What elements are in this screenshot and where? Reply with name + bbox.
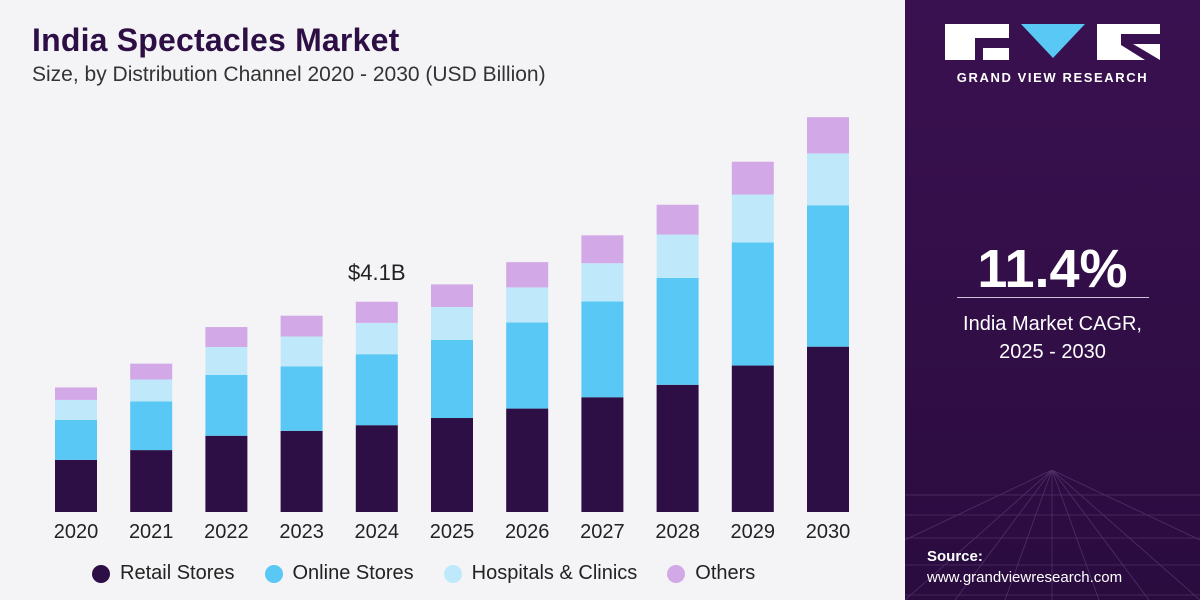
legend-item-online: Online Stores [264,562,414,585]
bar-segment-online-2030 [807,205,849,347]
bar-segment-hospitals-2023 [280,336,323,367]
cagr-label: India Market CAGR, 2025 - 2030 [905,310,1200,366]
x-tick-label-2022: 2022 [204,521,249,543]
bar-segment-retail-2028 [656,384,699,512]
bar-segment-retail-2026 [506,408,549,512]
bar-segment-others-2028 [656,204,699,235]
bar-segment-hospitals-2027 [581,263,624,302]
legend-item-others: Others [667,562,755,585]
legend-swatch-online [264,564,283,583]
legend-label-online: Online Stores [292,562,414,584]
cagr-value: 11.4% [977,239,1128,299]
chart-panel: India Spectacles Market Size, by Distrib… [0,0,905,600]
x-tick-label-2030: 2030 [806,521,851,543]
legend-swatch-retail [92,564,110,583]
cagr-divider [957,297,1149,298]
x-tick-label-2020: 2020 [54,521,99,543]
bar-segment-retail-2023 [280,430,323,512]
x-tick-label-2026: 2026 [505,521,550,543]
bar-segment-online-2026 [506,322,549,409]
bar-segment-online-2020 [55,419,97,460]
logo-text: GRAND VIEW RESEARCH [956,70,1149,85]
bar-segment-others-2020 [55,387,97,400]
x-tick-label-2023: 2023 [279,521,324,543]
source-note: Source: www.grandviewresearch.com [927,546,1122,588]
bar-segment-hospitals-2028 [656,234,699,278]
value-annotation-2024: $4.1B [348,260,406,285]
chart-subtitle: Size, by Distribution Channel 2020 - 203… [32,63,546,86]
bar-segment-hospitals-2022 [205,347,248,375]
bar-segment-retail-2021 [130,450,173,512]
bar-segment-retail-2025 [431,418,473,512]
info-sidebar: GRAND VIEW RESEARCH 11.4% India Market C… [905,0,1200,600]
bar-segment-retail-2020 [55,459,97,512]
bar-segment-others-2026 [506,262,549,288]
bar-segment-hospitals-2024 [355,322,398,355]
x-tick-label-2027: 2027 [580,521,625,543]
bar-segment-online-2023 [280,366,323,431]
bar-segment-hospitals-2029 [731,194,774,243]
bar-segment-online-2028 [656,277,699,385]
bar-segment-others-2024 [355,301,398,323]
bar-segment-online-2022 [205,374,248,436]
bar-segment-hospitals-2021 [130,379,173,402]
bar-segment-retail-2030 [807,346,849,512]
bar-segment-others-2022 [205,327,248,348]
legend-item-retail: Retail Stores [92,562,235,585]
cagr-label-line-2: 2025 - 2030 [999,341,1106,363]
bar-segment-others-2027 [581,235,624,264]
legend-item-hospitals: Hospitals & Clinics [443,562,638,585]
legend-label-retail: Retail Stores [120,562,235,584]
x-tick-label-2025: 2025 [430,521,475,543]
legend-label-others: Others [695,562,756,584]
chart-title: India Spectacles Market [32,22,400,58]
bar-segment-hospitals-2030 [807,153,849,206]
bar-segment-online-2027 [581,301,624,398]
x-tick-label-2029: 2029 [731,521,776,543]
bar-segment-others-2021 [130,363,173,380]
source-url[interactable]: www.grandviewresearch.com [927,569,1123,586]
bar-segment-online-2025 [431,339,473,419]
bar-segment-hospitals-2020 [55,399,97,420]
x-tick-label-2021: 2021 [129,521,174,543]
bar-segment-online-2029 [731,242,774,366]
bar-segment-retail-2029 [731,365,774,512]
bar-segment-online-2021 [130,401,173,451]
grid-floor-decoration [905,470,1200,600]
bar-segment-hospitals-2025 [431,307,473,340]
bar-segment-hospitals-2026 [506,287,549,323]
gvr-logo [945,24,1160,60]
stacked-bar-chart: 2020 2021 2022 2023 2024 $4.1B 2025 2026 2027 202… [54,117,851,543]
bar-segment-others-2023 [280,315,323,337]
bar-segment-retail-2027 [581,397,624,512]
bar-segment-retail-2022 [205,435,248,512]
x-tick-label-2024: 2024 [355,521,400,543]
bar-segment-others-2029 [731,161,774,195]
legend-swatch-others [667,564,686,583]
source-title: Source: [927,548,983,565]
bar-segment-others-2025 [431,284,473,308]
x-tick-label-2028: 2028 [655,521,700,543]
bar-segment-online-2024 [355,354,398,426]
legend-swatch-hospitals [443,564,462,583]
chart-legend: Retail Stores Online Stores Hospitals & Cl… [92,562,785,585]
bar-segment-retail-2024 [355,425,398,512]
bar-segment-others-2030 [807,117,849,154]
cagr-label-line-1: India Market CAGR, [963,313,1142,335]
legend-label-hospitals: Hospitals & Clinics [471,562,638,584]
